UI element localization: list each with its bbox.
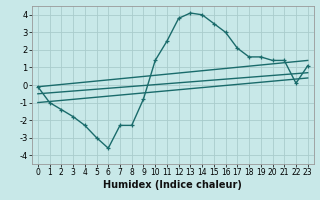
X-axis label: Humidex (Indice chaleur): Humidex (Indice chaleur) <box>103 180 242 190</box>
